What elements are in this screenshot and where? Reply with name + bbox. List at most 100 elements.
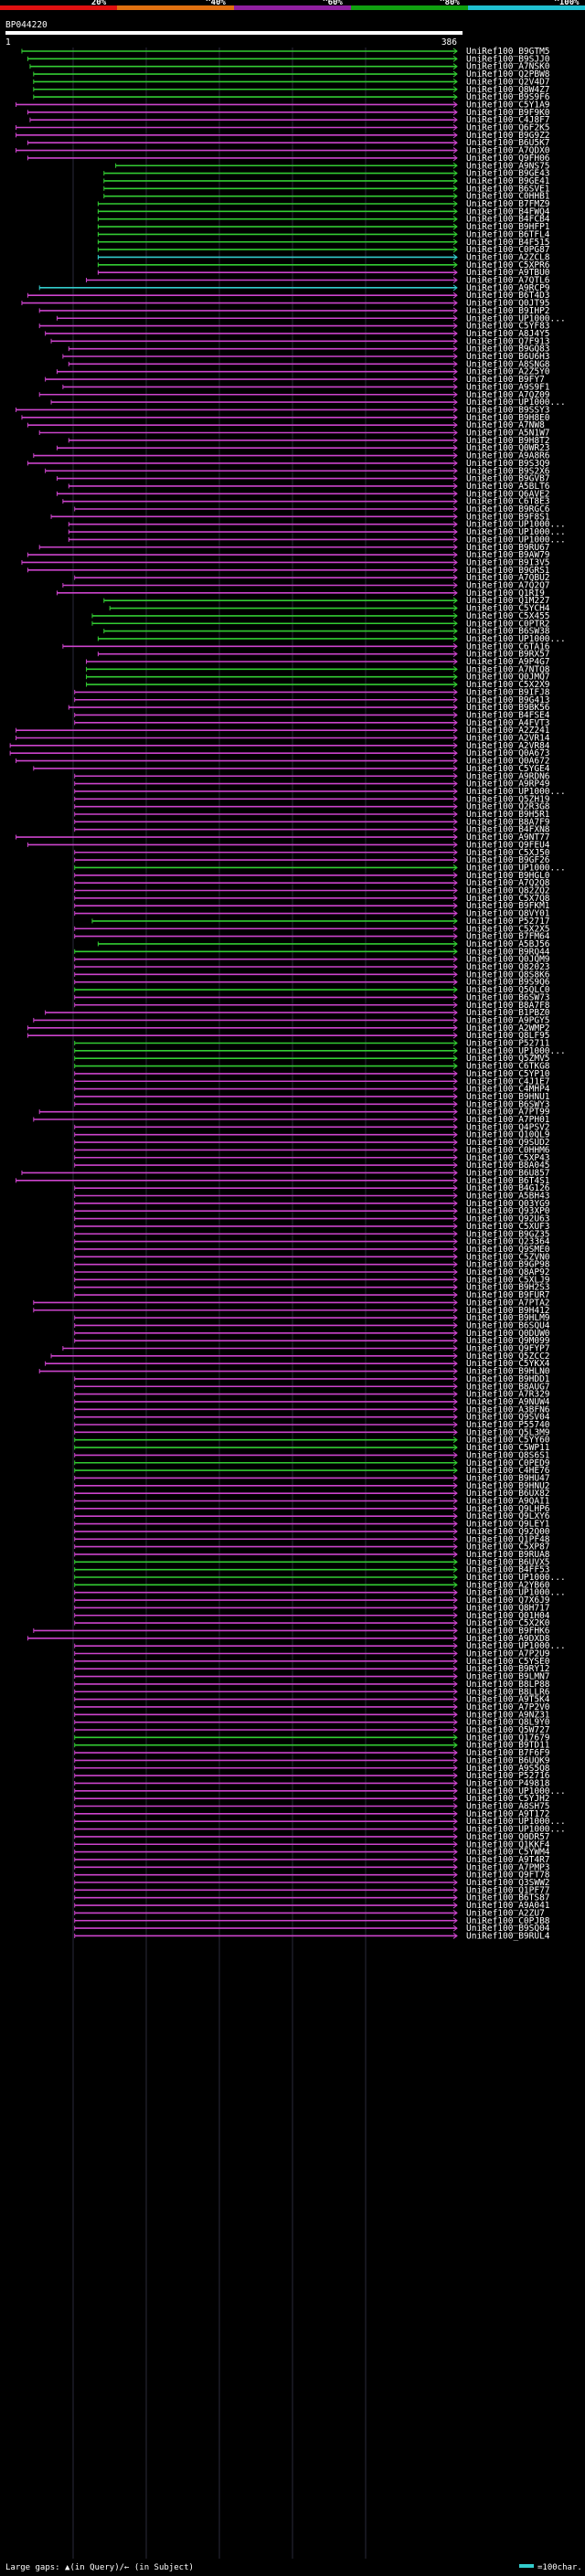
hit-row[interactable]: UniRef100_Q1RI9 xyxy=(56,588,545,599)
hit-row[interactable]: UniRef100_Q6F2K5 xyxy=(16,123,550,133)
hit-label[interactable]: UniRef100_B6SW73 xyxy=(466,992,550,1002)
hit-row[interactable]: UniRef100_B9HNU2 xyxy=(74,1481,550,1491)
hit-label[interactable]: UniRef100_Q7X6J9 xyxy=(466,1595,550,1606)
hit-row[interactable]: UniRef100_A7P2V0 xyxy=(74,1702,550,1712)
hit-row[interactable]: UniRef100_Q0WR23 xyxy=(56,443,550,453)
hit-row[interactable]: UniRef100_C5YCH4 xyxy=(109,604,550,614)
hit-label[interactable]: UniRef100_B9G9Z2 xyxy=(466,131,550,141)
hit-label[interactable]: UniRef100_UP1000... xyxy=(466,1573,566,1583)
hit-label[interactable]: UniRef100_B4FCB4 xyxy=(466,215,550,225)
hit-label[interactable]: UniRef100_UP1000... xyxy=(466,527,566,537)
hit-label[interactable]: UniRef100_C5XPR6 xyxy=(466,260,550,270)
hit-row[interactable]: UniRef100_A9RDN6 xyxy=(74,771,550,781)
hit-row[interactable]: UniRef100_Q9SV04 xyxy=(74,1413,550,1423)
hit-row[interactable]: UniRef100_B8A7F9 xyxy=(74,817,550,827)
hit-row[interactable]: UniRef100_Q9LHP6 xyxy=(74,1504,550,1514)
hit-row[interactable]: UniRef100_Q8S8K6 xyxy=(74,970,550,980)
hit-label[interactable]: UniRef100_UP1000... xyxy=(466,520,566,530)
hit-row[interactable]: UniRef100_B6UQK9 xyxy=(74,1755,550,1765)
hit-label[interactable]: UniRef100_C6T8E3 xyxy=(466,497,550,507)
hit-label[interactable]: UniRef100_A7PTA2 xyxy=(466,1298,550,1308)
hit-label[interactable]: UniRef100_P55740 xyxy=(466,1420,550,1430)
hit-row[interactable]: UniRef100_B8AUG7 xyxy=(74,1382,550,1392)
hit-row[interactable]: UniRef100_B9H8T2 xyxy=(68,436,550,446)
hit-label[interactable]: UniRef100_C5YGE4 xyxy=(466,764,550,774)
hit-label[interactable]: UniRef100_B6U857 xyxy=(466,1168,550,1178)
hit-label[interactable]: UniRef100_UP1000... xyxy=(466,863,566,873)
hit-row[interactable]: UniRef100_A9NUW4 xyxy=(74,1397,550,1407)
hit-row[interactable]: UniRef100_B8LLR6 xyxy=(74,1687,550,1697)
hit-label[interactable]: UniRef100_UP1000... xyxy=(466,787,566,797)
hit-row[interactable]: UniRef100_UP1000... xyxy=(74,1046,566,1056)
hit-label[interactable]: UniRef100_Q5W727 xyxy=(466,1725,550,1735)
hit-row[interactable]: UniRef100_C0PJB8 xyxy=(74,1916,550,1926)
hit-label[interactable]: UniRef100_UP1000... xyxy=(466,313,566,323)
hit-label[interactable]: UniRef100_A8J4Y5 xyxy=(466,329,550,339)
hit-label[interactable]: UniRef100_A9PGY5 xyxy=(466,1015,550,1025)
hit-label[interactable]: UniRef100_B9GQ83 xyxy=(466,345,550,355)
hit-label[interactable]: UniRef100_B9FKM1 xyxy=(466,901,550,911)
hit-row[interactable]: UniRef100_A5BH43 xyxy=(74,1192,550,1202)
hit-row[interactable]: UniRef100_B9IHP2 xyxy=(38,306,550,316)
hit-label[interactable]: UniRef100_B6SWY3 xyxy=(466,1099,550,1109)
hit-row[interactable]: UniRef100_B9HDD1 xyxy=(74,1374,550,1384)
hit-row[interactable]: UniRef100_B4FSE4 xyxy=(74,710,550,720)
hit-row[interactable]: UniRef100_B9H2S3 xyxy=(74,1283,550,1293)
hit-row[interactable]: UniRef100_B8A045 xyxy=(74,1161,550,1171)
hit-row[interactable]: UniRef100_C5X2X5 xyxy=(74,924,550,934)
hit-label[interactable]: UniRef100_Q8H717 xyxy=(466,1603,550,1613)
hit-label[interactable]: UniRef100_A7Q2Q7 xyxy=(466,581,550,591)
hit-row[interactable]: UniRef100_C0PED9 xyxy=(74,1458,550,1468)
hit-label[interactable]: UniRef100_B9GF26 xyxy=(466,855,550,865)
hit-label[interactable]: UniRef100_C5XP87 xyxy=(466,1542,550,1553)
hit-row[interactable]: UniRef100_B9GRS1 xyxy=(27,566,550,576)
hit-label[interactable]: UniRef100_A9T4R7 xyxy=(466,1855,550,1865)
hit-label[interactable]: UniRef100_C4MHP4 xyxy=(466,1085,550,1095)
hit-label[interactable]: UniRef100_B9GZ35 xyxy=(466,1229,550,1239)
hit-label[interactable]: UniRef100_A5BH43 xyxy=(466,1192,550,1202)
hit-label[interactable]: UniRef100_C6TKG8 xyxy=(466,1062,550,1072)
hit-label[interactable]: UniRef100_B8A7F9 xyxy=(466,817,550,827)
hit-label[interactable]: UniRef100_A9S9F1 xyxy=(466,382,550,392)
hit-label[interactable]: UniRef100_B9HGL0 xyxy=(466,871,550,881)
hit-label[interactable]: UniRef100_Q92Q00 xyxy=(466,1527,550,1537)
hit-label[interactable]: UniRef100_Q5ZH19 xyxy=(466,794,550,804)
hit-label[interactable]: UniRef100_B4FWQ4 xyxy=(466,207,550,217)
hit-row[interactable]: UniRef100_B9F9K0 xyxy=(27,108,550,118)
hit-label[interactable]: UniRef100_Q82023 xyxy=(466,962,550,972)
hit-label[interactable]: UniRef100_C5YF83 xyxy=(466,322,550,332)
hit-row[interactable]: UniRef100_B9RUL4 xyxy=(74,1931,550,1941)
hit-row[interactable]: UniRef100_C6TKG8 xyxy=(74,1062,550,1072)
hit-label[interactable]: UniRef100_B6UQK9 xyxy=(466,1755,550,1765)
hit-row[interactable]: UniRef100_B6UX82 xyxy=(74,1489,550,1499)
hit-label[interactable]: UniRef100_A9QAI1 xyxy=(466,1497,550,1507)
hit-label[interactable]: UniRef100_UP1000... xyxy=(466,1046,566,1056)
hit-label[interactable]: UniRef100_B9LMN7 xyxy=(466,1672,550,1682)
hit-label[interactable]: UniRef100_B9GTM5 xyxy=(466,47,550,57)
hit-label[interactable]: UniRef100_C5X7Q8 xyxy=(466,894,550,904)
hit-row[interactable]: UniRef100_A4FVT3 xyxy=(74,718,550,728)
hit-label[interactable]: UniRef100_P52716 xyxy=(466,1771,550,1781)
hit-row[interactable]: UniRef100_C5YSE0 xyxy=(74,1657,550,1667)
hit-row[interactable]: UniRef100_Q17679 xyxy=(74,1733,550,1743)
hit-label[interactable]: UniRef100_Q9LXY6 xyxy=(466,1511,550,1521)
hit-label[interactable]: UniRef100_C5WP11 xyxy=(466,1443,550,1453)
hit-row[interactable]: UniRef100_UP1000... xyxy=(74,1825,566,1835)
hit-row[interactable]: UniRef100_Q5ZMV5 xyxy=(74,1054,550,1064)
hit-label[interactable]: UniRef100_B9GVB7 xyxy=(466,474,550,484)
hit-row[interactable]: UniRef100_Q23364 xyxy=(74,1237,550,1247)
hit-label[interactable]: UniRef100_A4FVT3 xyxy=(466,718,550,728)
hit-label[interactable]: UniRef100_Q8S6S1 xyxy=(466,1450,550,1460)
hit-row[interactable]: UniRef100_Q9LEY1 xyxy=(74,1520,550,1530)
hit-row[interactable]: UniRef100_UP1000... xyxy=(68,535,566,545)
hit-label[interactable]: UniRef100_A8SNG8 xyxy=(466,359,550,369)
hit-label[interactable]: UniRef100_Q10QL9 xyxy=(466,1130,550,1140)
hit-row[interactable]: UniRef100_B6SQU4 xyxy=(74,1320,550,1330)
hit-row[interactable]: UniRef100_A9S5Q8 xyxy=(74,1764,550,1774)
hit-row[interactable]: UniRef100_B6T4D3 xyxy=(27,291,550,301)
hit-label[interactable]: UniRef100_Q7F913 xyxy=(466,336,550,346)
hit-label[interactable]: UniRef100_B6T4S1 xyxy=(466,1176,550,1186)
hit-label[interactable]: UniRef100_C5Y1A9 xyxy=(466,100,550,110)
hit-row[interactable]: UniRef100_B9SSY3 xyxy=(16,405,550,415)
hit-label[interactable]: UniRef100_Q8L9Y0 xyxy=(466,1718,550,1728)
